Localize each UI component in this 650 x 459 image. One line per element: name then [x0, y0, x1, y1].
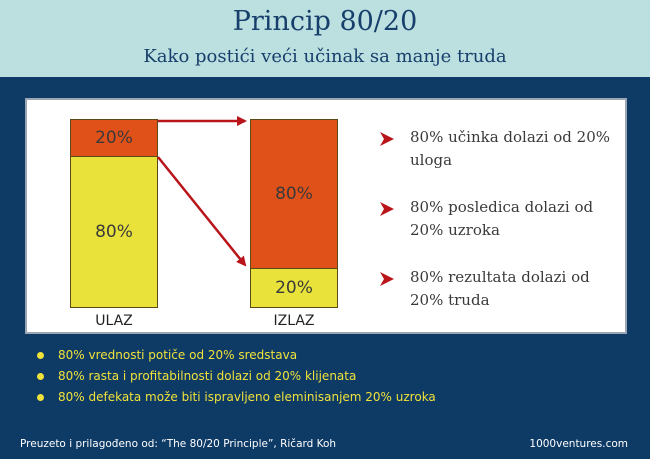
site-link[interactable]: 1000ventures.com: [529, 438, 628, 450]
bullet-text: 80% defekata može biti ispravljeno elemi…: [58, 390, 436, 404]
output-bottom-label: 20%: [275, 278, 313, 298]
statement-text: 80% posledica dolazi od 20% uzroka: [410, 198, 594, 239]
page-subtitle: Kako postići veći učinak sa manje truda: [143, 46, 507, 67]
diagram-panel: 20% 80% ULAZ 80% 20% IZLAZ 80% učinka do…: [25, 98, 627, 334]
statement-text: 80% rezultata dolazi od 20% truda: [410, 268, 590, 309]
input-bar-top-segment: 20%: [70, 119, 158, 157]
bullet-dot-icon: [37, 352, 44, 359]
input-bar-label: ULAZ: [95, 313, 133, 329]
bullet-item: 80% vrednosti potiče od 20% sredstava: [37, 346, 637, 367]
bullet-dot-icon: [37, 394, 44, 401]
bullet-text: 80% vrednosti potiče od 20% sredstava: [58, 348, 298, 362]
statement-text: 80% učinka dolazi od 20% uloga: [410, 128, 611, 169]
input-bar-bottom-segment: 80%: [70, 156, 158, 308]
arrowhead-icon: [380, 272, 394, 286]
output-bar-label: IZLAZ: [273, 313, 315, 329]
header: Princip 80/20 Kako postići veći učinak s…: [0, 0, 650, 77]
arrowhead-icon: [380, 132, 394, 146]
arrowhead-icon: [380, 202, 394, 216]
output-top-label: 80%: [275, 184, 313, 204]
output-bar-bottom-segment: 20%: [250, 268, 338, 308]
bullet-item: 80% defekata može biti ispravljeno elemi…: [37, 388, 637, 409]
bullet-text: 80% rasta i profitabilnosti dolazi od 20…: [58, 369, 357, 383]
connector-arrows: [157, 116, 247, 267]
bullet-item: 80% rasta i profitabilnosti dolazi od 20…: [37, 367, 637, 388]
input-bottom-label: 80%: [95, 222, 133, 242]
input-top-label: 20%: [95, 128, 133, 148]
bullet-list: 80% vrednosti potiče od 20% sredstava 80…: [37, 346, 637, 409]
source-credit: Preuzeto i prilagođeno od: “The 80/20 Pr…: [20, 438, 337, 450]
bullet-dot-icon: [37, 373, 44, 380]
arrow-top-to-bottom: [157, 156, 247, 267]
page-title: Princip 80/20: [232, 6, 418, 37]
